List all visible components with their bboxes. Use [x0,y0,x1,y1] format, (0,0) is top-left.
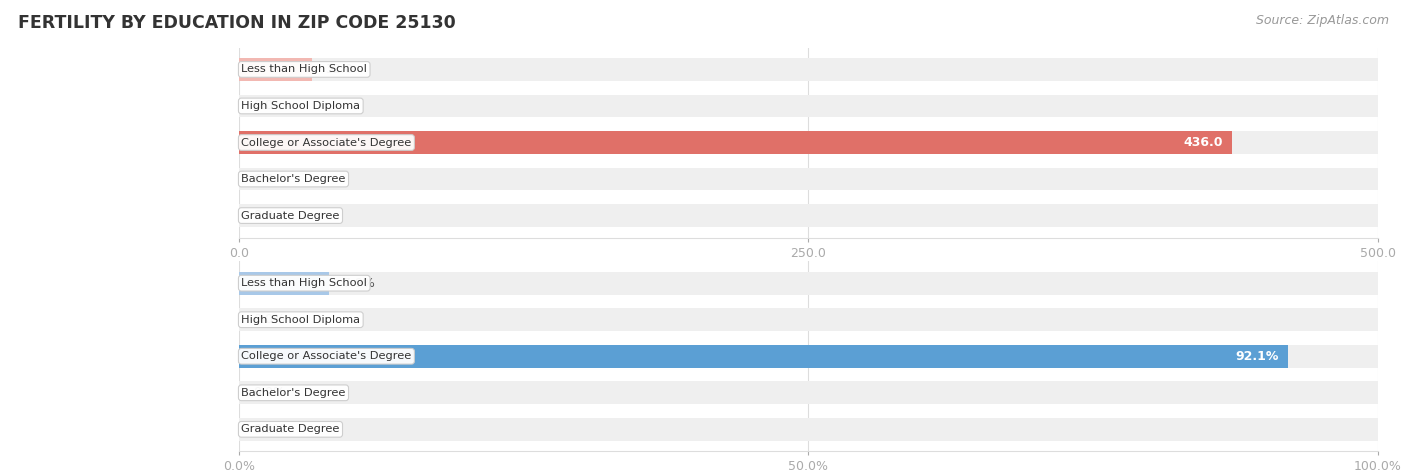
Bar [239,131,1378,154]
Text: Source: ZipAtlas.com: Source: ZipAtlas.com [1256,14,1389,27]
Text: Less than High School: Less than High School [242,278,367,288]
Bar [239,345,1378,368]
Bar [239,345,1288,368]
Text: 0.0%: 0.0% [253,423,284,436]
Text: Bachelor's Degree: Bachelor's Degree [242,174,346,184]
Bar [239,418,1378,441]
Text: 436.0: 436.0 [1184,136,1223,149]
Text: 0.0%: 0.0% [253,386,284,399]
Text: High School Diploma: High School Diploma [242,101,360,111]
Bar [239,381,1378,404]
Bar [239,58,1378,81]
Bar [239,204,1378,227]
Text: College or Associate's Degree: College or Associate's Degree [242,137,412,148]
Text: 0.0%: 0.0% [253,313,284,326]
Bar [239,168,1378,190]
Text: Graduate Degree: Graduate Degree [242,210,340,220]
Bar [239,272,329,294]
Bar [239,58,312,81]
Text: 92.1%: 92.1% [1236,350,1279,363]
Text: 0.0: 0.0 [253,172,273,186]
Text: College or Associate's Degree: College or Associate's Degree [242,351,412,361]
Bar [239,308,1378,331]
Text: FERTILITY BY EDUCATION IN ZIP CODE 25130: FERTILITY BY EDUCATION IN ZIP CODE 25130 [18,14,456,32]
Text: Less than High School: Less than High School [242,65,367,75]
Text: 0.0: 0.0 [253,99,273,113]
Bar [239,95,1378,117]
Text: 7.9%: 7.9% [343,276,374,290]
Text: High School Diploma: High School Diploma [242,315,360,325]
Text: 0.0: 0.0 [253,209,273,222]
Bar [239,272,1378,294]
Text: 32.0: 32.0 [326,63,353,76]
Text: Graduate Degree: Graduate Degree [242,424,340,434]
Text: Bachelor's Degree: Bachelor's Degree [242,388,346,398]
Bar [239,131,1232,154]
